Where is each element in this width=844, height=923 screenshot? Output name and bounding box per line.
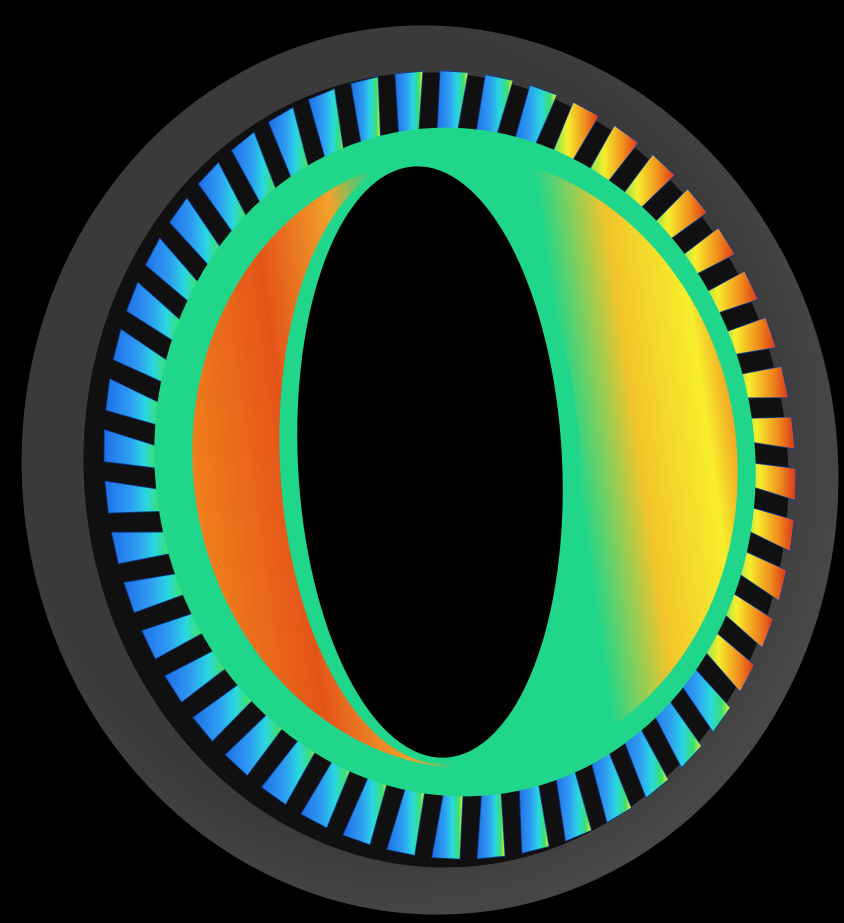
center-opening	[297, 166, 563, 758]
